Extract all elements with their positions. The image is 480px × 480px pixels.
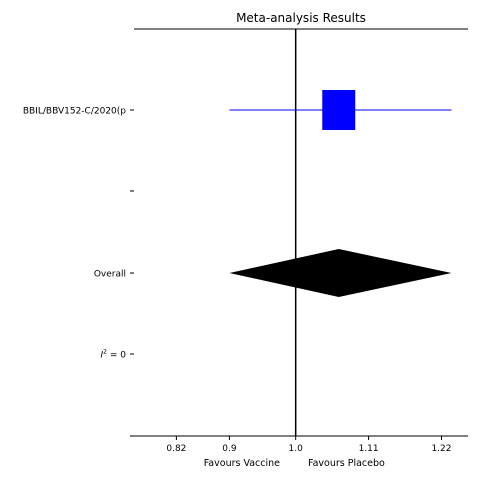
x-tick-label: 0.9 [222, 444, 237, 454]
rows-layer: BBIL/BBV152-C/2020(p Overall I2 = 0 [23, 90, 452, 361]
x-tick-label: 1.0 [289, 444, 304, 454]
x-tick-label: 1.11 [359, 444, 379, 454]
x-tick-label: 0.82 [166, 444, 186, 454]
row-label: BBIL/BBV152-C/2020(p [23, 107, 126, 117]
x-axis-ticks: 0.82 0.9 1.0 1.11 1.22 [166, 436, 452, 454]
study-effect-square [322, 90, 356, 130]
favours-vaccine-label: Favours Vaccine [204, 458, 280, 469]
row-label: I2 = 0 [101, 349, 127, 361]
chart-title: Meta-analysis Results [236, 11, 366, 25]
pooled-effect-diamond [229, 249, 452, 297]
x-tick-label: 1.22 [431, 444, 451, 454]
row-label: Overall [94, 270, 126, 280]
favours-placebo-label: Favours Placebo [308, 458, 385, 469]
